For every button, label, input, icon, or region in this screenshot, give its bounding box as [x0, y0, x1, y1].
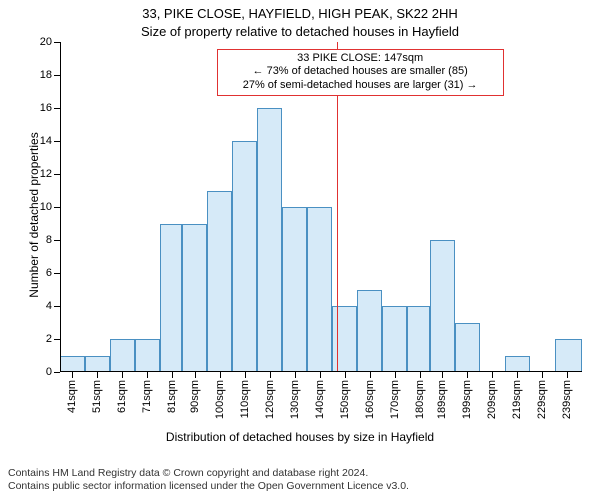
x-tick-label: 71sqm [141, 380, 153, 413]
histogram-bar [357, 290, 382, 373]
histogram-bar [307, 207, 332, 372]
x-tick [395, 372, 396, 378]
y-tick-label: 6 [32, 267, 52, 279]
x-tick-label: 219sqm [511, 380, 523, 419]
y-tick [54, 108, 60, 109]
y-tick-label: 12 [32, 168, 52, 180]
histogram-bar [182, 224, 207, 373]
chart-footer: Contains HM Land Registry data © Crown c… [8, 467, 409, 494]
x-tick [420, 372, 421, 378]
chart-title-main: 33, PIKE CLOSE, HAYFIELD, HIGH PEAK, SK2… [0, 6, 600, 21]
y-tick-label: 4 [32, 300, 52, 312]
x-tick [370, 372, 371, 378]
histogram-bar [455, 323, 480, 373]
x-tick [220, 372, 221, 378]
x-axis-label: Distribution of detached houses by size … [0, 430, 600, 444]
x-tick-label: 180sqm [414, 380, 426, 419]
x-tick-label: 90sqm [189, 380, 201, 413]
x-tick [172, 372, 173, 378]
histogram-bar [60, 356, 85, 373]
x-tick-label: 199sqm [461, 380, 473, 419]
x-tick-label: 170sqm [389, 380, 401, 419]
x-tick [270, 372, 271, 378]
x-tick-label: 81sqm [166, 380, 178, 413]
x-tick [517, 372, 518, 378]
x-tick [320, 372, 321, 378]
chart-title-sub: Size of property relative to detached ho… [0, 24, 600, 39]
x-tick-label: 100sqm [214, 380, 226, 419]
y-tick [54, 273, 60, 274]
x-tick [542, 372, 543, 378]
histogram-bar [407, 306, 429, 372]
x-tick-label: 239sqm [561, 380, 573, 419]
y-tick-label: 16 [32, 102, 52, 114]
y-tick-label: 2 [32, 333, 52, 345]
chart-page: 33, PIKE CLOSE, HAYFIELD, HIGH PEAK, SK2… [0, 0, 600, 500]
histogram-bar [257, 108, 282, 372]
histogram-bar [555, 339, 582, 372]
y-tick-label: 0 [32, 366, 52, 378]
x-tick-label: 130sqm [289, 380, 301, 419]
histogram-bar [332, 306, 357, 372]
x-tick [97, 372, 98, 378]
x-tick [147, 372, 148, 378]
y-tick-label: 18 [32, 69, 52, 81]
y-tick [54, 339, 60, 340]
x-tick-label: 189sqm [436, 380, 448, 419]
x-tick-label: 51sqm [91, 380, 103, 413]
x-tick [492, 372, 493, 378]
x-tick-label: 41sqm [66, 380, 78, 413]
histogram-bar [85, 356, 110, 373]
y-tick [54, 306, 60, 307]
y-tick-label: 14 [32, 135, 52, 147]
x-tick [195, 372, 196, 378]
x-tick-label: 140sqm [314, 380, 326, 419]
histogram-bar [232, 141, 257, 372]
y-tick [54, 207, 60, 208]
x-tick [345, 372, 346, 378]
x-tick-label: 120sqm [264, 380, 276, 419]
x-tick-label: 61sqm [116, 380, 128, 413]
x-tick [122, 372, 123, 378]
annotation-line: ← 73% of detached houses are smaller (85… [222, 65, 499, 79]
histogram-bar [430, 240, 455, 372]
x-tick [442, 372, 443, 378]
histogram-bar [207, 191, 232, 373]
histogram-bar [135, 339, 160, 372]
x-tick [567, 372, 568, 378]
x-tick-label: 209sqm [486, 380, 498, 419]
footer-line-2: Contains public sector information licen… [8, 480, 409, 494]
footer-line-1: Contains HM Land Registry data © Crown c… [8, 467, 409, 481]
y-tick [54, 42, 60, 43]
annotation-line: 33 PIKE CLOSE: 147sqm [222, 52, 499, 66]
y-tick [54, 372, 60, 373]
histogram-bar [110, 339, 135, 372]
y-tick-label: 20 [32, 36, 52, 48]
y-tick [54, 174, 60, 175]
y-tick-label: 10 [32, 201, 52, 213]
annotation-box: 33 PIKE CLOSE: 147sqm← 73% of detached h… [217, 49, 504, 96]
y-tick [54, 240, 60, 241]
y-tick [54, 75, 60, 76]
y-axis-label: Number of detached properties [27, 50, 47, 380]
x-tick [467, 372, 468, 378]
x-tick-label: 150sqm [339, 380, 351, 419]
x-tick-label: 110sqm [239, 380, 251, 418]
x-tick [295, 372, 296, 378]
y-tick [54, 141, 60, 142]
x-tick-label: 160sqm [364, 380, 376, 419]
histogram-bar [160, 224, 182, 373]
y-tick-label: 8 [32, 234, 52, 246]
plot-area: 0246810121416182041sqm51sqm61sqm71sqm81s… [60, 42, 582, 372]
histogram-bar [382, 306, 407, 372]
x-tick-label: 229sqm [536, 380, 548, 419]
x-tick [245, 372, 246, 378]
histogram-bar [282, 207, 307, 372]
annotation-line: 27% of semi-detached houses are larger (… [222, 79, 499, 93]
x-tick [72, 372, 73, 378]
histogram-bar [505, 356, 530, 373]
